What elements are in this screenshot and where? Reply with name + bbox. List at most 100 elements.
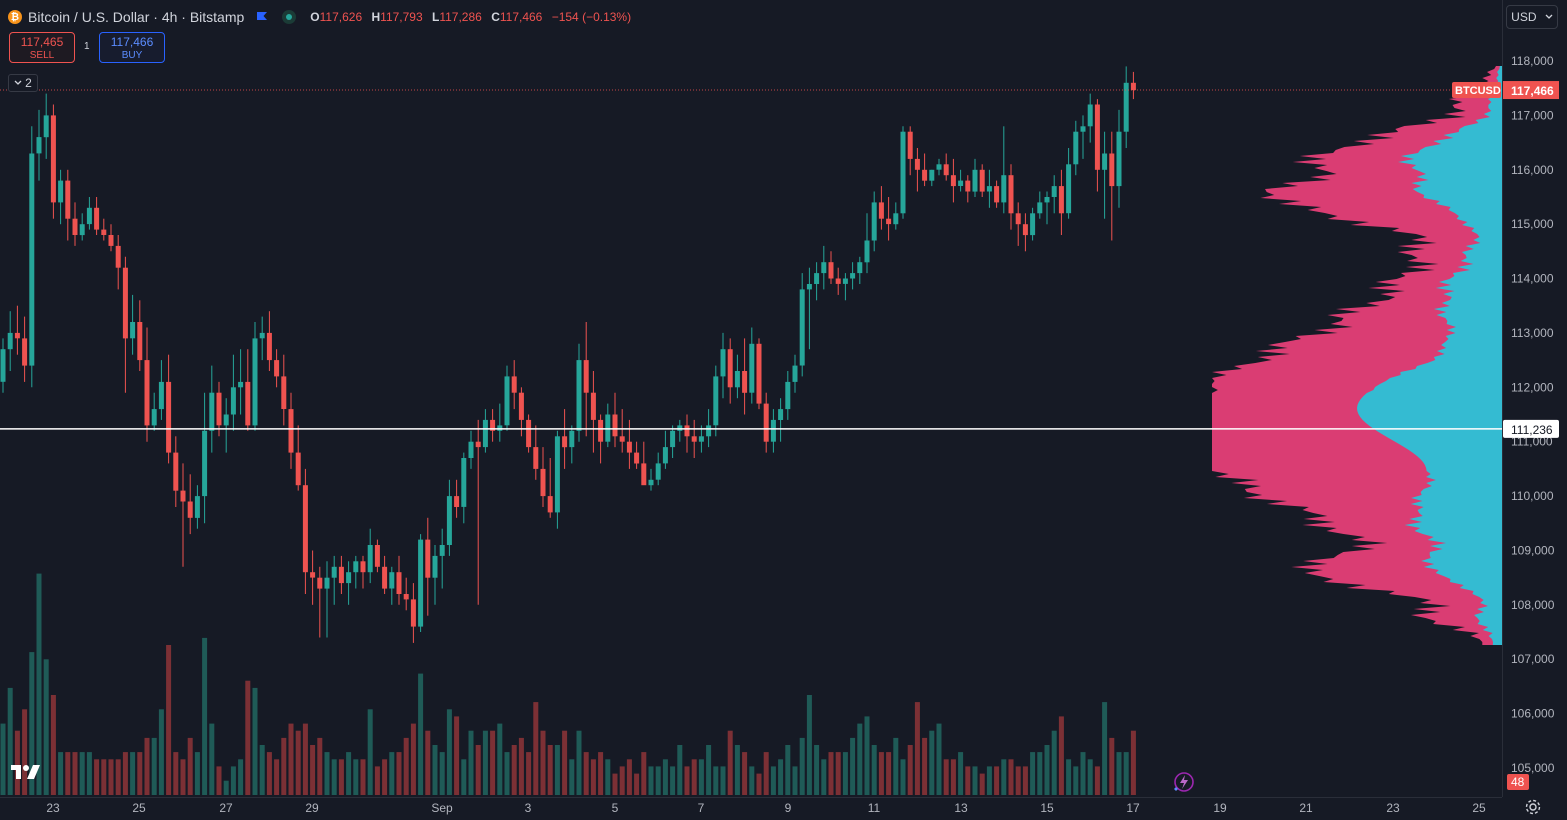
volume-bar — [770, 766, 776, 795]
volume-bar — [187, 737, 193, 795]
candle-body — [1037, 202, 1043, 214]
candle-body — [151, 409, 157, 426]
volume-profile — [1212, 66, 1502, 645]
volume-bar — [439, 752, 445, 795]
volume-bar — [994, 766, 1000, 795]
volume-bar — [223, 780, 229, 795]
candle-body — [223, 414, 229, 426]
settings-icon[interactable] — [1524, 798, 1542, 816]
symbol-title[interactable]: Bitcoin / U.S. Dollar · 4h · Bitstamp — [28, 9, 245, 25]
candle-body — [432, 555, 438, 578]
candle-body — [310, 572, 316, 578]
volume-bar — [986, 766, 992, 795]
candle-body — [605, 414, 611, 442]
candle-body — [360, 561, 366, 573]
volume-bar — [374, 766, 380, 795]
crosshair-label-bg — [1503, 419, 1559, 438]
candle-body — [756, 343, 762, 404]
candle-body — [857, 262, 863, 274]
candle-body — [122, 267, 128, 339]
candle-body — [785, 381, 791, 410]
candle-body — [288, 409, 294, 453]
volume-bar — [590, 759, 596, 795]
candles — [0, 66, 1136, 643]
candle-body — [1066, 164, 1072, 214]
volume-bar — [734, 745, 740, 795]
candle-body — [475, 441, 481, 448]
candle-body — [1130, 82, 1136, 91]
candle-body — [7, 332, 13, 350]
volume-bar — [180, 759, 186, 795]
volume-bar — [0, 723, 6, 795]
candle-body — [943, 164, 949, 176]
y-tick-label: 117,000 — [1511, 108, 1554, 122]
volume-bar — [331, 759, 337, 795]
candle-body — [792, 365, 798, 382]
bitcoin-icon: ₿ — [8, 10, 22, 24]
candle-body — [770, 419, 776, 442]
x-tick-label: 25 — [132, 801, 146, 815]
volume-bar — [864, 716, 870, 795]
candle-body — [677, 425, 683, 431]
candle-body — [554, 436, 560, 513]
buy-button[interactable]: 117,466 BUY — [99, 32, 165, 63]
lightning-icon[interactable] — [1170, 770, 1196, 794]
volume-bar — [490, 730, 496, 795]
low-value: 117,286 — [439, 10, 482, 24]
y-tick-label: 105,000 — [1511, 761, 1555, 775]
candle-body — [382, 566, 388, 589]
volume-bar — [706, 745, 712, 795]
volume-bar — [979, 773, 985, 795]
candle-body — [662, 447, 668, 464]
volume-bar — [619, 766, 625, 795]
volume-badge-bg — [1507, 774, 1529, 790]
candle-body — [1051, 186, 1057, 197]
volume-bar — [958, 752, 964, 795]
candle-body — [893, 213, 899, 225]
candle-body — [158, 381, 164, 410]
candle-body — [94, 207, 100, 230]
volume-bar — [526, 752, 532, 795]
volume-bar — [36, 573, 42, 795]
candle-body — [965, 180, 971, 192]
candle-body — [346, 572, 352, 584]
x-tick-label: 21 — [1299, 801, 1313, 815]
high-value: 117,793 — [380, 10, 423, 24]
tradingview-logo[interactable] — [10, 762, 46, 782]
symbol-header: ₿ Bitcoin / U.S. Dollar · 4h · Bitstamp … — [8, 6, 637, 28]
candle-body — [1116, 131, 1122, 187]
volume-badge: 48 — [1507, 774, 1529, 790]
volume-bar — [432, 745, 438, 795]
market-status-icon[interactable] — [282, 10, 297, 24]
candle-body — [367, 545, 373, 573]
volume-bar — [828, 752, 834, 795]
candle-body — [403, 594, 409, 600]
x-tick-label: 25 — [1472, 801, 1486, 815]
volume-bar — [1080, 752, 1086, 795]
x-tick-label: 19 — [1213, 801, 1227, 815]
volume-bar — [461, 759, 467, 795]
volume-bar — [605, 759, 611, 795]
open-value: 117,626 — [319, 10, 363, 24]
volume-bar — [684, 766, 690, 795]
candle-body — [1001, 175, 1007, 203]
x-tick-label: 9 — [785, 801, 792, 815]
sell-button[interactable]: 117,465 SELL — [9, 32, 75, 63]
indicators-toggle[interactable]: 2 — [8, 74, 38, 92]
y-tick-label: 108,000 — [1511, 598, 1555, 612]
volume-bar — [886, 752, 892, 795]
x-tick-label: Sep — [431, 801, 453, 815]
volume-bar — [367, 709, 373, 795]
time-axis: 23 25 27 29 Sep 3 5 7 9 11 13 15 17 19 21 23 25 — [46, 801, 1486, 815]
candle-body — [641, 463, 647, 486]
candle-body — [878, 202, 884, 219]
currency-select[interactable]: USD — [1506, 5, 1558, 29]
candle-body — [302, 485, 308, 573]
candle-body — [914, 158, 920, 170]
candle-body — [684, 425, 690, 437]
sell-price: 117,465 — [20, 35, 64, 49]
candle-body — [0, 349, 6, 382]
volume-bar — [814, 745, 820, 795]
flag-icon[interactable] — [256, 11, 268, 23]
